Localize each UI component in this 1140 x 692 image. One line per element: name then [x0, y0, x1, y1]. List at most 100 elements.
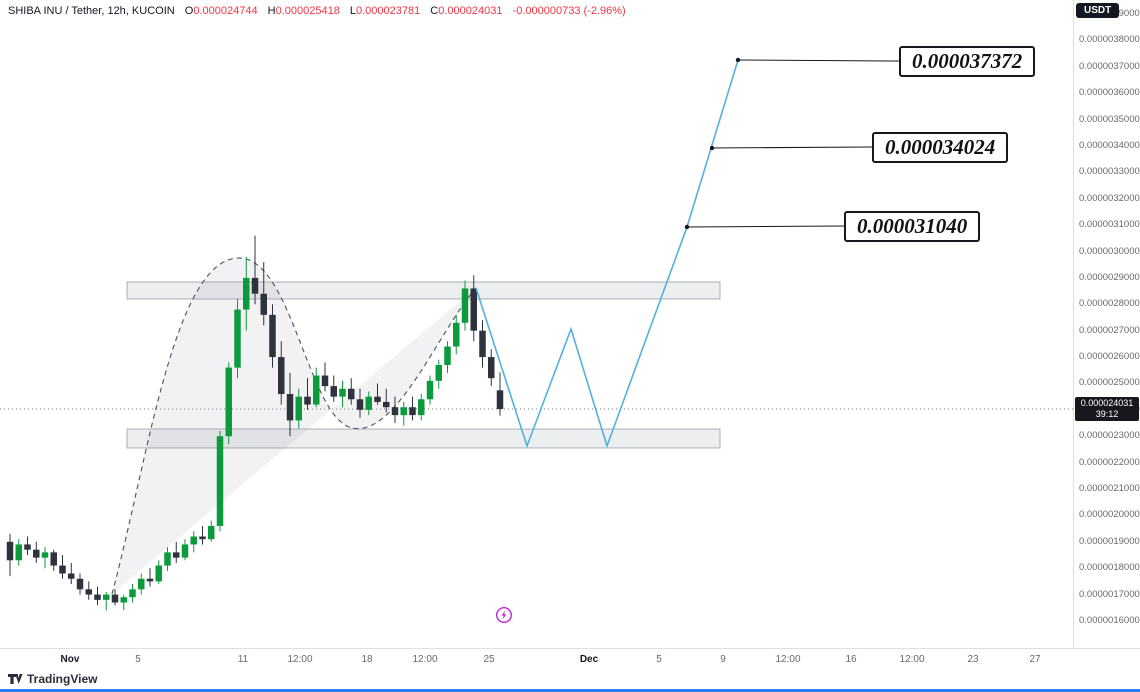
price-chart[interactable] — [0, 0, 1073, 648]
price-tick-label: 0.0000020000 — [1079, 509, 1140, 521]
price-target-label-2[interactable]: 0.000034024 — [872, 132, 1009, 163]
price-tick-label: 0.0000034000 — [1079, 139, 1140, 151]
price-tick-label: 0.0000031000 — [1079, 219, 1140, 231]
candle — [199, 536, 206, 540]
candle — [50, 552, 57, 566]
candle — [479, 330, 486, 358]
time-tick-label: 12:00 — [775, 654, 801, 665]
candle — [295, 396, 302, 421]
supply-demand-zone[interactable] — [126, 281, 721, 300]
time-tick-label: 12:00 — [287, 654, 313, 665]
currency-button[interactable]: USDT — [1076, 3, 1120, 18]
candle — [348, 388, 355, 400]
candle — [278, 357, 285, 395]
price-target-label-1[interactable]: 0.000037372 — [899, 46, 1036, 77]
ohlc-close-value: 0.000024031 — [438, 5, 503, 17]
tradingview-logo-icon — [8, 674, 23, 684]
candle — [94, 594, 101, 600]
ohlc-low-label: L — [349, 5, 356, 17]
candle — [68, 573, 75, 579]
candle — [190, 536, 197, 545]
candle — [496, 390, 504, 410]
supply-demand-zone[interactable] — [126, 428, 721, 449]
target-point — [735, 57, 741, 63]
candle — [146, 578, 154, 582]
price-tick-label: 0.0000021000 — [1079, 483, 1140, 495]
candle — [365, 396, 372, 410]
price-tick-label: 0.0000018000 — [1079, 562, 1140, 574]
time-tick-label: 5 — [135, 654, 141, 665]
candle — [453, 322, 460, 347]
candle — [216, 436, 224, 526]
candle — [208, 525, 215, 540]
candle — [356, 399, 364, 410]
candle — [225, 367, 232, 437]
candle — [85, 589, 92, 595]
candle — [164, 552, 171, 566]
candle — [76, 578, 84, 590]
time-tick-label: 12:00 — [412, 654, 438, 665]
ohlc-low-value: 0.000023781 — [356, 5, 421, 17]
price-tick-label: 0.0000028000 — [1079, 298, 1140, 310]
rounded-pattern-curve[interactable] — [111, 257, 477, 595]
price-tick-label: 0.0000016000 — [1079, 614, 1140, 626]
time-tick-label: Nov — [60, 654, 80, 665]
symbol-ohlc-bar: SHIBA INU / Tether, 12h, KUCOIN O0.00002… — [8, 5, 626, 17]
price-tick-label: 0.0000019000 — [1079, 535, 1140, 547]
chart-canvas[interactable]: SHIBA INU / Tether, 12h, KUCOIN O0.00002… — [0, 0, 1073, 648]
ohlc-high-value: 0.000025418 — [275, 5, 340, 17]
lightning-indicator-icon[interactable] — [495, 606, 513, 624]
ohlc-open-label: O — [184, 5, 194, 17]
candle — [313, 375, 320, 405]
price-tick-label: 0.0000027000 — [1079, 324, 1140, 336]
candle — [488, 357, 495, 379]
symbol-title[interactable]: SHIBA INU / Tether, 12h, KUCOIN — [8, 5, 175, 17]
time-tick-label: Dec — [579, 654, 599, 665]
projection-line[interactable] — [475, 59, 739, 449]
price-tick-label: 0.0000032000 — [1079, 192, 1140, 204]
candle — [321, 375, 329, 387]
time-tick-label: 16 — [845, 654, 857, 665]
candle — [181, 544, 189, 558]
candle — [435, 364, 442, 381]
last-price-tag: 0.000024031 39:12 — [1075, 397, 1139, 421]
time-tick-label: 27 — [1029, 654, 1041, 665]
ohlc-close-label: C — [430, 5, 439, 17]
target-callout-line — [737, 59, 900, 62]
candle — [120, 597, 127, 603]
price-tick-label: 0.0000023000 — [1079, 430, 1140, 442]
time-tick-label: 23 — [967, 654, 979, 665]
price-target-label-3[interactable]: 0.000031040 — [844, 211, 981, 242]
time-axis[interactable]: Nov 5 11 12:00 18 12:00 25 Dec 5 9 12:00 16 12:00 23 2… — [0, 648, 1140, 671]
tradingview-logo-text: TradingView — [27, 671, 98, 686]
candle — [111, 594, 119, 603]
target-point — [684, 224, 690, 230]
price-tick-label: 0.0000017000 — [1079, 588, 1140, 600]
candle — [304, 396, 311, 405]
candle — [41, 552, 49, 558]
candle — [400, 407, 407, 416]
target-point — [709, 145, 715, 151]
price-tick-label: 0.0000025000 — [1079, 377, 1140, 389]
ohlc-open-value: 0.000024744 — [193, 5, 258, 17]
price-change: -0.000000733 (-2.96%) — [512, 5, 626, 17]
price-tick-label: 0.0000026000 — [1079, 351, 1140, 363]
tradingview-logo[interactable]: TradingView — [8, 671, 97, 686]
candle — [374, 396, 381, 402]
time-tick-label: 11 — [237, 654, 249, 665]
candle — [24, 544, 31, 550]
candle — [155, 565, 162, 582]
time-tick-label: 18 — [361, 654, 373, 665]
candle — [409, 407, 416, 416]
candle — [461, 288, 469, 323]
price-tick-label: 0.0000033000 — [1079, 166, 1140, 178]
price-axis[interactable]: USDT 0.00000390000.00000380000.000003700… — [1073, 0, 1140, 648]
candle — [426, 380, 434, 400]
price-tick-label: 0.0000037000 — [1079, 60, 1140, 72]
price-tick-label: 0.0000036000 — [1079, 87, 1140, 99]
bottom-accent-bar — [0, 689, 1140, 692]
candle — [234, 309, 241, 368]
last-price-value: 0.000024031 — [1080, 398, 1134, 408]
candle — [103, 594, 110, 600]
